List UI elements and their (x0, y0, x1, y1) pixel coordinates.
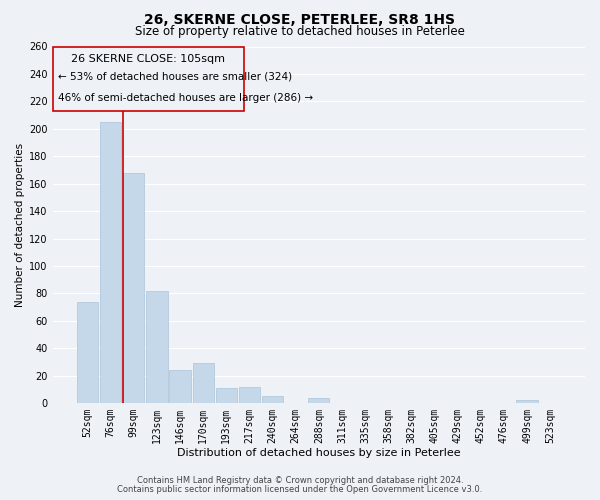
Bar (100, 122, 121, 403)
Bar (146, 290, 167, 403)
Text: 46% of semi-detached houses are larger (286) →: 46% of semi-detached houses are larger (… (58, 93, 313, 103)
Bar (123, 172, 145, 403)
FancyBboxPatch shape (53, 46, 244, 110)
Bar (517, 400, 538, 403)
Y-axis label: Number of detached properties: Number of detached properties (15, 143, 25, 307)
Text: Contains HM Land Registry data © Crown copyright and database right 2024.: Contains HM Land Registry data © Crown c… (137, 476, 463, 485)
X-axis label: Distribution of detached houses by size in Peterlee: Distribution of detached houses by size … (177, 448, 461, 458)
Bar (77, 302, 98, 403)
Bar (308, 398, 329, 403)
Bar (169, 370, 191, 403)
Text: 26, SKERNE CLOSE, PETERLEE, SR8 1HS: 26, SKERNE CLOSE, PETERLEE, SR8 1HS (145, 12, 455, 26)
Text: 26 SKERNE CLOSE: 105sqm: 26 SKERNE CLOSE: 105sqm (71, 54, 226, 64)
Bar (262, 396, 283, 403)
Bar (239, 387, 260, 403)
Bar (193, 364, 214, 403)
Text: Contains public sector information licensed under the Open Government Licence v3: Contains public sector information licen… (118, 484, 482, 494)
Text: ← 53% of detached houses are smaller (324): ← 53% of detached houses are smaller (32… (58, 72, 292, 82)
Bar (215, 388, 237, 403)
Text: Size of property relative to detached houses in Peterlee: Size of property relative to detached ho… (135, 25, 465, 38)
